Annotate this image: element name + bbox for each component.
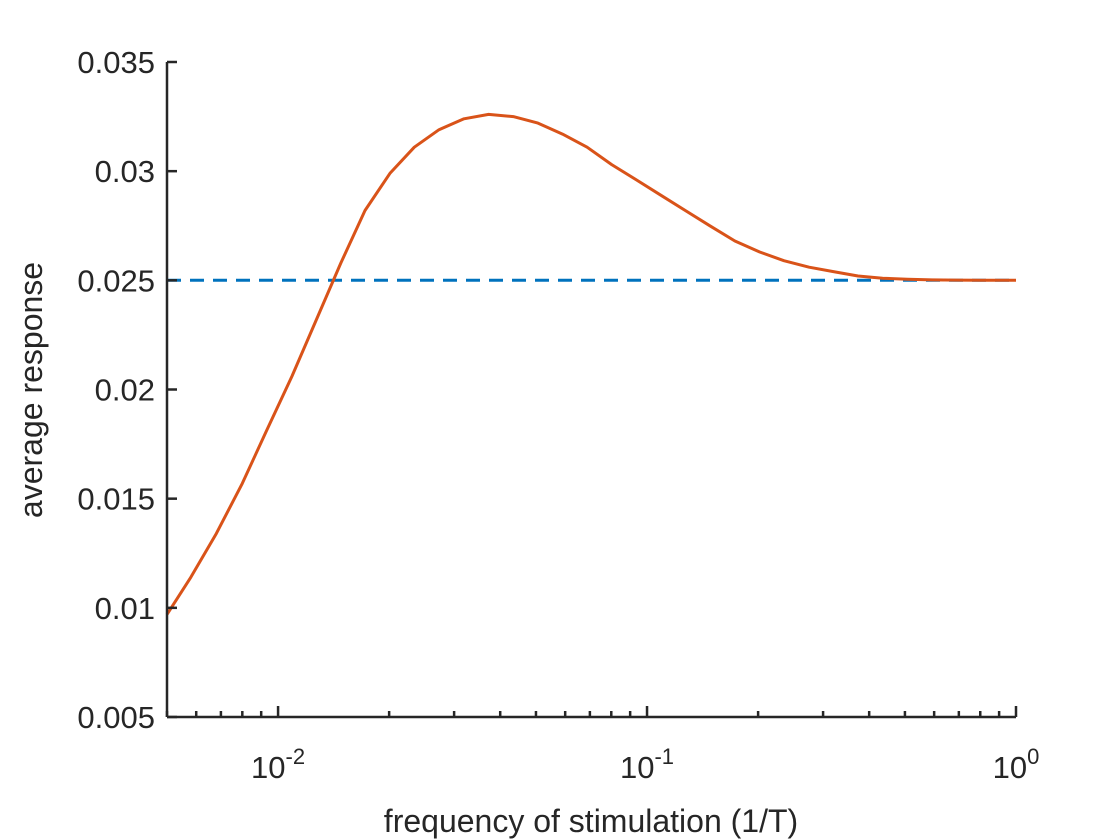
x-tick-label: 10-2 (251, 744, 305, 785)
y-tick-label: 0.005 (77, 700, 155, 735)
y-tick-label: 0.035 (77, 45, 155, 80)
y-tick-label: 0.015 (77, 482, 155, 517)
ticks: 0.005 0.01 0.015 0.02 0.025 0.03 0.035 10-2 10-1… (77, 45, 1039, 785)
y-tick-label: 0.025 (77, 263, 155, 298)
y-tick-label: 0.01 (95, 591, 155, 626)
y-axis-label: average response (13, 262, 49, 518)
x-axis-label: frequency of stimulation (1/T) (384, 803, 798, 839)
y-tick-label: 0.03 (95, 154, 155, 189)
response-curve (165, 112, 1016, 616)
x-tick-label: 100 (993, 744, 1040, 785)
x-tick-label: 10-1 (620, 744, 674, 785)
y-tick-label: 0.02 (95, 373, 155, 408)
plot-area (165, 112, 1016, 616)
